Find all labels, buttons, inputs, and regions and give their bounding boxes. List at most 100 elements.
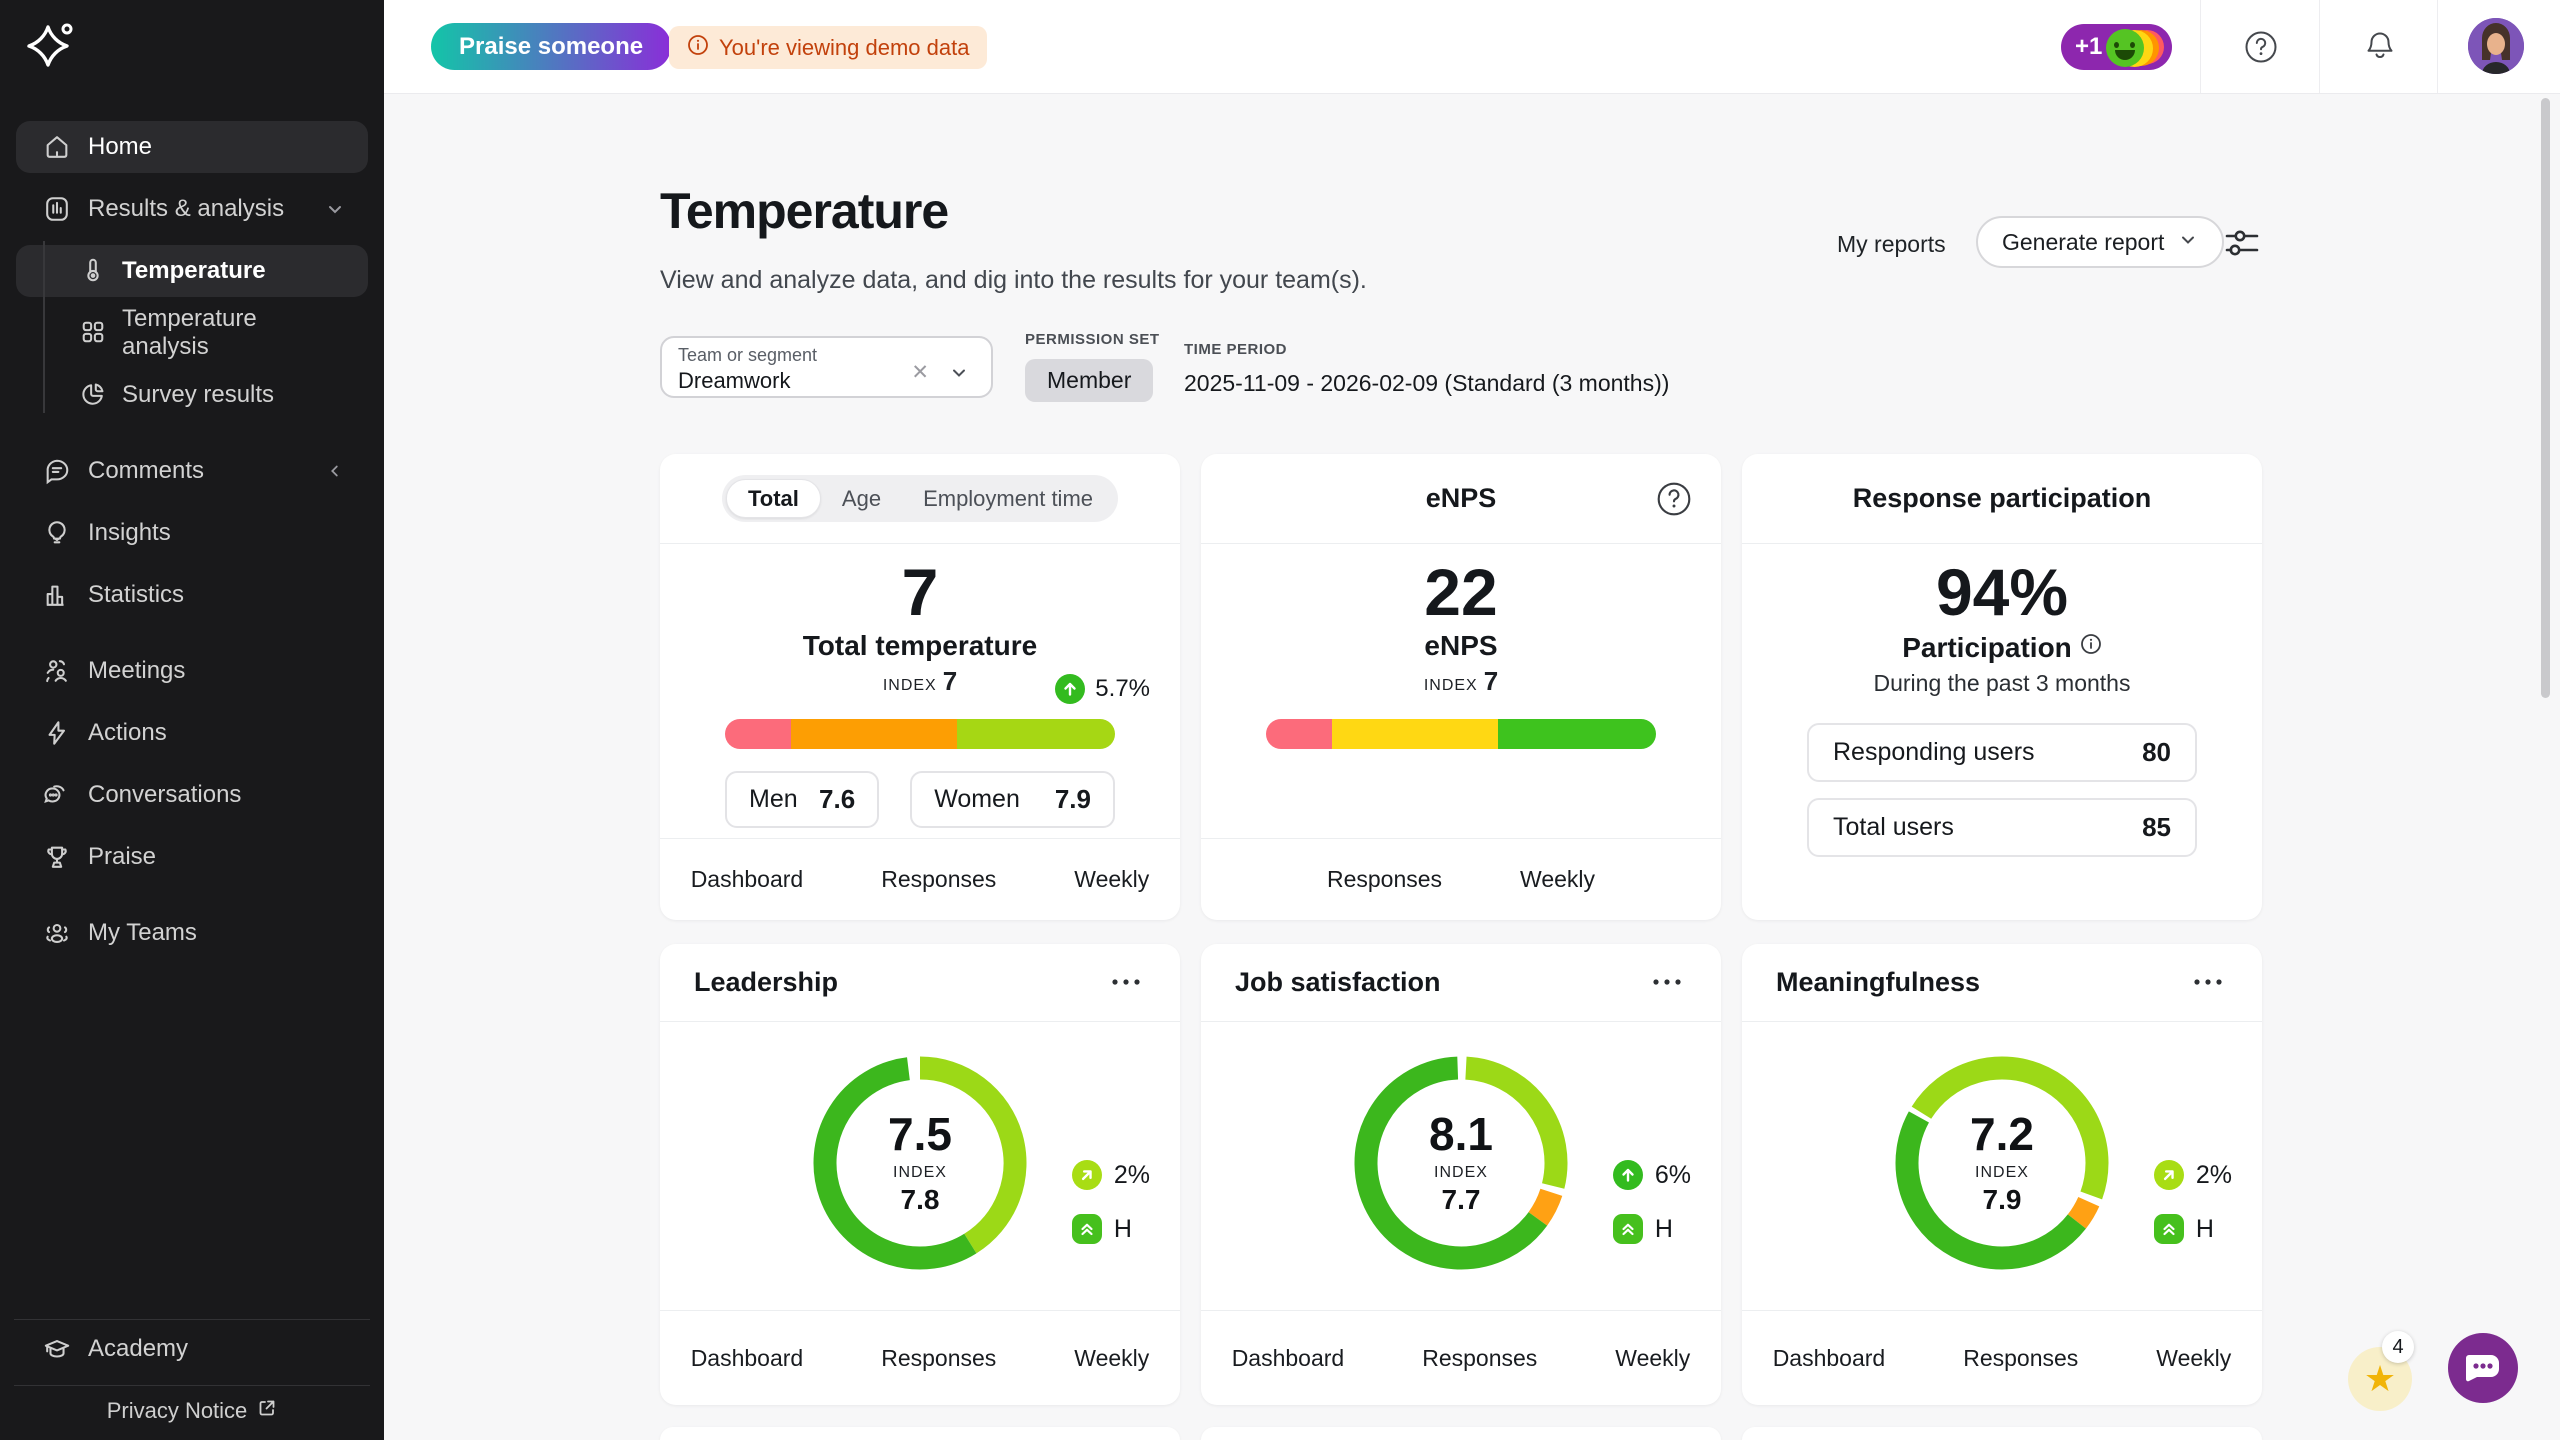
sidebar-item-statistics[interactable]: Statistics — [16, 569, 368, 621]
help-circle-icon[interactable] — [1655, 480, 1693, 518]
info-icon[interactable] — [2080, 630, 2102, 662]
sidebar-item-temperature[interactable]: Temperature — [16, 245, 368, 297]
help-button[interactable] — [2243, 29, 2279, 68]
generate-report-button[interactable]: Generate report — [1976, 216, 2225, 268]
notifications-button[interactable] — [2361, 28, 2399, 69]
demo-data-label: You're viewing demo data — [719, 34, 970, 60]
bar-segment — [1332, 719, 1499, 749]
sidebar-item-temperature-analysis[interactable]: Temperature analysis — [16, 305, 368, 360]
whats-new-button[interactable]: ★ 4 — [2348, 1331, 2414, 1411]
total-users-row: Total users 85 — [1807, 798, 2197, 857]
job-satisfaction-card: Job satisfaction 8.1 INDEX 7.7 6% — [1201, 944, 1721, 1405]
demo-data-banner: You're viewing demo data — [669, 26, 988, 69]
men-score-box[interactable]: Men 7.6 — [725, 771, 880, 828]
responses-link[interactable]: Responses — [881, 866, 997, 892]
sidebar-item-meetings[interactable]: Meetings — [16, 645, 368, 697]
sidebar-item-actions[interactable]: Actions — [16, 707, 368, 759]
team-segment-select[interactable]: Team or segment Dreamwork ✕ — [660, 336, 993, 398]
tab-age[interactable]: Age — [821, 479, 902, 518]
index-label: INDEX — [1423, 677, 1478, 694]
sidebar-item-label: Praise — [88, 843, 157, 870]
sidebar-item-home[interactable]: Home — [16, 121, 368, 173]
card-header: Leadership — [660, 944, 1180, 1022]
more-options-icon[interactable] — [1647, 968, 1687, 998]
change-badge: 6% — [1612, 1160, 1691, 1190]
card-body: 7 5.7% Total temperature INDEX 7 Men 7.6 … — [660, 556, 1180, 828]
privacy-notice-link[interactable]: Privacy Notice — [0, 1398, 384, 1424]
topbar-divider — [2437, 0, 2438, 93]
sidebar-item-praise[interactable]: Praise — [16, 831, 368, 883]
dashboard-link[interactable]: Dashboard — [1772, 1344, 1886, 1371]
chevron-down-icon[interactable] — [949, 363, 969, 388]
index-line: INDEX 7 — [660, 666, 1180, 697]
weekly-link[interactable]: Weekly — [1074, 1344, 1150, 1371]
sidebar-item-insights[interactable]: Insights — [16, 507, 368, 559]
info-icon — [687, 34, 709, 62]
benchmark-badge: H — [1071, 1214, 1150, 1244]
clear-selection-icon[interactable]: ✕ — [911, 361, 929, 384]
external-link-icon — [257, 1398, 277, 1424]
chat-support-button[interactable] — [2448, 1333, 2518, 1403]
card-title: Leadership — [694, 967, 839, 997]
home-icon — [42, 132, 72, 162]
sidebar-item-comments[interactable]: Comments — [16, 445, 368, 497]
permission-set-value: Member — [1025, 359, 1154, 402]
dashboard-link[interactable]: Dashboard — [690, 866, 804, 892]
tab-total[interactable]: Total — [725, 479, 821, 518]
responses-link[interactable]: Responses — [1326, 866, 1443, 892]
participation-sublabel: During the past 3 months — [1873, 670, 2131, 696]
time-period-label: TIME PERIOD — [1184, 341, 1288, 358]
sidebar-item-label: Insights — [88, 519, 171, 546]
bar-segment — [1498, 719, 1656, 749]
reactions-badge[interactable]: +1 — [2061, 24, 2173, 70]
card-footer: Dashboard Responses Weekly — [1742, 1310, 2262, 1405]
women-label: Women — [934, 785, 1020, 813]
results-analysis-subgroup: Temperature Temperature analysis Survey … — [16, 241, 368, 421]
user-avatar[interactable] — [2468, 18, 2524, 74]
change-badge: 2% — [1071, 1160, 1150, 1190]
card-body: 8.1 INDEX 7.7 6% H — [1201, 1056, 1721, 1275]
gender-breakdown: Men 7.6 Women 7.9 — [725, 771, 1115, 828]
donut-center: 8.1 INDEX 7.7 — [1354, 1056, 1568, 1270]
page-title: Temperature — [660, 183, 949, 239]
sidebar-item-results-analysis[interactable]: Results & analysis — [16, 183, 368, 235]
benchmark-value: H — [2195, 1214, 2214, 1243]
weekly-link[interactable]: Weekly — [1520, 866, 1596, 892]
enps-scale-bar — [1266, 719, 1656, 749]
enps-card: eNPS 22 eNPS INDEX 7 Responses Weekly — [1201, 454, 1721, 920]
dashboard-link[interactable]: Dashboard — [1231, 1344, 1345, 1371]
women-score-box[interactable]: Women 7.9 — [910, 771, 1115, 828]
lightbulb-icon — [42, 518, 72, 548]
sidebar-item-academy[interactable]: Academy — [16, 1323, 368, 1375]
report-settings-icon[interactable] — [2222, 226, 2262, 262]
weekly-link[interactable]: Weekly — [2156, 1344, 2232, 1371]
sidebar-item-conversations[interactable]: Conversations — [16, 769, 368, 821]
index-label: INDEX — [1434, 1164, 1488, 1181]
tab-employment-time[interactable]: Employment time — [902, 479, 1114, 518]
my-reports-link[interactable]: My reports — [1837, 231, 1946, 257]
dashboard-link[interactable]: Dashboard — [690, 1344, 804, 1371]
topbar-divider — [2319, 0, 2320, 93]
weekly-link[interactable]: Weekly — [1074, 866, 1150, 892]
benchmark-value: H — [1654, 1214, 1673, 1243]
benchmark-badge: H — [2153, 1214, 2232, 1244]
participation-label: Participation — [1742, 630, 2262, 664]
responses-link[interactable]: Responses — [1422, 1344, 1538, 1371]
reaction-count: +1 — [2075, 33, 2103, 60]
more-options-icon[interactable] — [1106, 968, 1146, 998]
sidebar-item-label: Home — [88, 133, 153, 160]
more-options-icon[interactable] — [2188, 968, 2228, 998]
sidebar-item-my-teams[interactable]: My Teams — [16, 907, 368, 959]
sidebar-item-survey-results[interactable]: Survey results — [16, 369, 368, 421]
topbar: Praise someone You're viewing demo data … — [384, 0, 2560, 94]
praise-someone-button[interactable]: Praise someone — [431, 23, 672, 70]
weekly-link[interactable]: Weekly — [1615, 1344, 1691, 1371]
vertical-scrollbar[interactable] — [2541, 98, 2550, 698]
index-label: INDEX — [893, 1164, 947, 1181]
responses-link[interactable]: Responses — [1963, 1344, 2079, 1371]
row-label: Total users — [1833, 813, 1954, 841]
sidebar-item-label: Temperature analysis — [122, 305, 257, 360]
women-value: 7.9 — [1054, 784, 1091, 814]
card-footer: Dashboard Responses Weekly — [660, 1310, 1180, 1405]
responses-link[interactable]: Responses — [881, 1344, 997, 1371]
